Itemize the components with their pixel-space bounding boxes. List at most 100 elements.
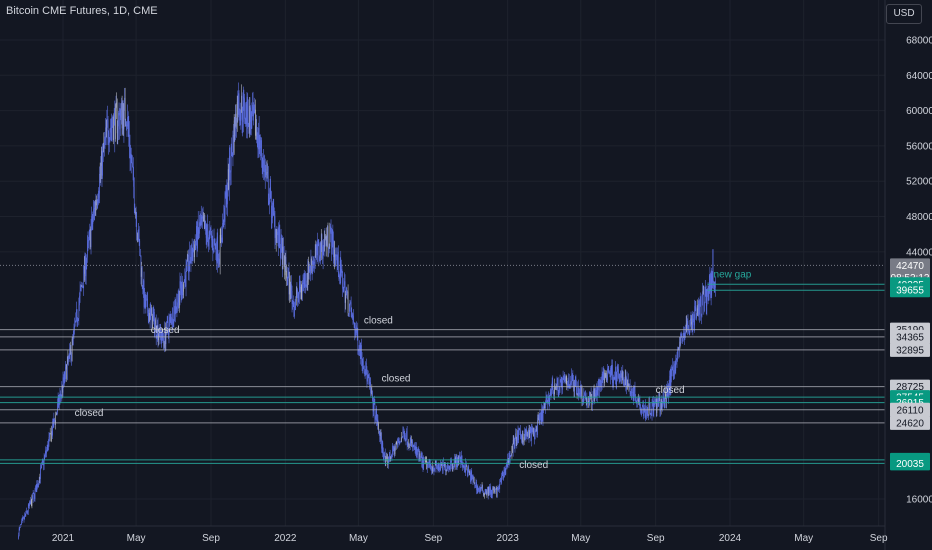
candle-body: [573, 385, 575, 391]
time-axis[interactable]: 2021 May Sep 2022 May Sep 2023 May Sep 2024 May Sep: [0, 525, 888, 544]
candle-body: [395, 447, 396, 449]
candle-body: [132, 166, 134, 169]
candle-body: [108, 141, 110, 144]
currency-button[interactable]: USD: [886, 4, 922, 24]
candle-body: [437, 467, 438, 469]
closed-label: closed: [382, 374, 411, 385]
candle-body: [163, 338, 164, 343]
candle-body: [467, 469, 468, 476]
candle-body: [500, 480, 501, 482]
candle-body: [308, 269, 310, 280]
candle-body: [588, 397, 589, 402]
candle-body: [625, 375, 627, 390]
candle-body: [319, 242, 321, 261]
candle-body: [516, 441, 518, 444]
candle-body: [241, 95, 242, 113]
candle-body: [556, 378, 558, 390]
candle-body: [216, 252, 217, 262]
candle-body: [149, 308, 151, 322]
candle-body: [45, 451, 47, 454]
candle-body: [641, 411, 642, 414]
candle-body: [258, 127, 260, 150]
candle-body: [316, 244, 317, 251]
y-tick-label: 52000: [906, 177, 932, 188]
candle-body: [627, 379, 628, 387]
candle-body: [571, 374, 573, 376]
candle-body: [544, 406, 546, 409]
candle-body: [713, 286, 715, 287]
candle-body: [137, 237, 139, 240]
candle-body: [355, 329, 356, 336]
candle-body: [664, 391, 666, 408]
candle-body: [446, 470, 448, 471]
candle-body: [174, 306, 176, 314]
candle-body: [319, 257, 320, 261]
candle-body: [231, 146, 233, 153]
candle-body: [120, 109, 122, 118]
candle-body: [565, 377, 567, 383]
candle-body: [274, 212, 275, 217]
candle-body: [640, 404, 641, 411]
candle-body: [480, 487, 482, 491]
candle-body: [503, 475, 504, 480]
x-tick-label: May: [571, 533, 590, 544]
candle-body: [326, 238, 328, 246]
candle-body: [472, 476, 474, 482]
candle-body: [155, 320, 157, 337]
candle-body: [687, 320, 689, 326]
candle-body: [598, 379, 600, 385]
candle-body: [416, 446, 418, 455]
candle-body: [111, 125, 113, 128]
candle-body: [564, 379, 566, 381]
candle-body: [690, 318, 691, 321]
candle-body: [189, 248, 190, 267]
candle-body: [118, 113, 119, 127]
candle-body: [67, 355, 69, 364]
candle-body: [228, 169, 229, 190]
candle-body: [524, 430, 526, 438]
candle-body: [304, 273, 306, 286]
candle-body: [635, 399, 636, 401]
candle-body: [365, 362, 367, 374]
candle-body: [255, 109, 256, 136]
candle-body: [423, 460, 424, 470]
candle-body: [312, 261, 314, 273]
candle-body: [232, 135, 234, 157]
candle-body: [553, 392, 555, 395]
candle-body: [161, 338, 162, 341]
candle-body: [244, 118, 246, 120]
candle-body: [378, 430, 380, 434]
candle-body: [102, 145, 104, 151]
candle-body: [344, 281, 346, 303]
candle-body: [41, 463, 42, 468]
candle-body: [171, 321, 173, 324]
candle-body: [54, 418, 55, 421]
candle-body: [696, 308, 698, 314]
candle-body: [344, 281, 345, 286]
candle-body: [243, 96, 244, 123]
candle-body: [69, 347, 71, 355]
candle-body: [129, 147, 131, 159]
candle-body: [473, 477, 475, 483]
candle-body: [124, 97, 126, 121]
candle-body: [428, 459, 430, 464]
candle-body: [230, 146, 232, 172]
candle-body: [209, 229, 211, 232]
candle-body: [529, 430, 530, 438]
candle-body: [226, 188, 228, 205]
candle-body: [332, 230, 334, 241]
candle-body: [702, 291, 704, 294]
candle-body: [263, 160, 264, 172]
candle-body: [55, 414, 56, 424]
candle-body: [40, 468, 41, 480]
candle-body: [578, 392, 580, 396]
candle-body: [486, 492, 487, 495]
price-axis[interactable]: 16000 44000 48000 52000 56000 60000 64000 68000: [884, 0, 932, 550]
candle-body: [333, 240, 334, 258]
candle-body: [414, 447, 416, 450]
candle-body: [549, 395, 550, 404]
candle-body: [27, 511, 28, 513]
candle-body: [292, 300, 293, 304]
candle-body: [180, 281, 181, 289]
